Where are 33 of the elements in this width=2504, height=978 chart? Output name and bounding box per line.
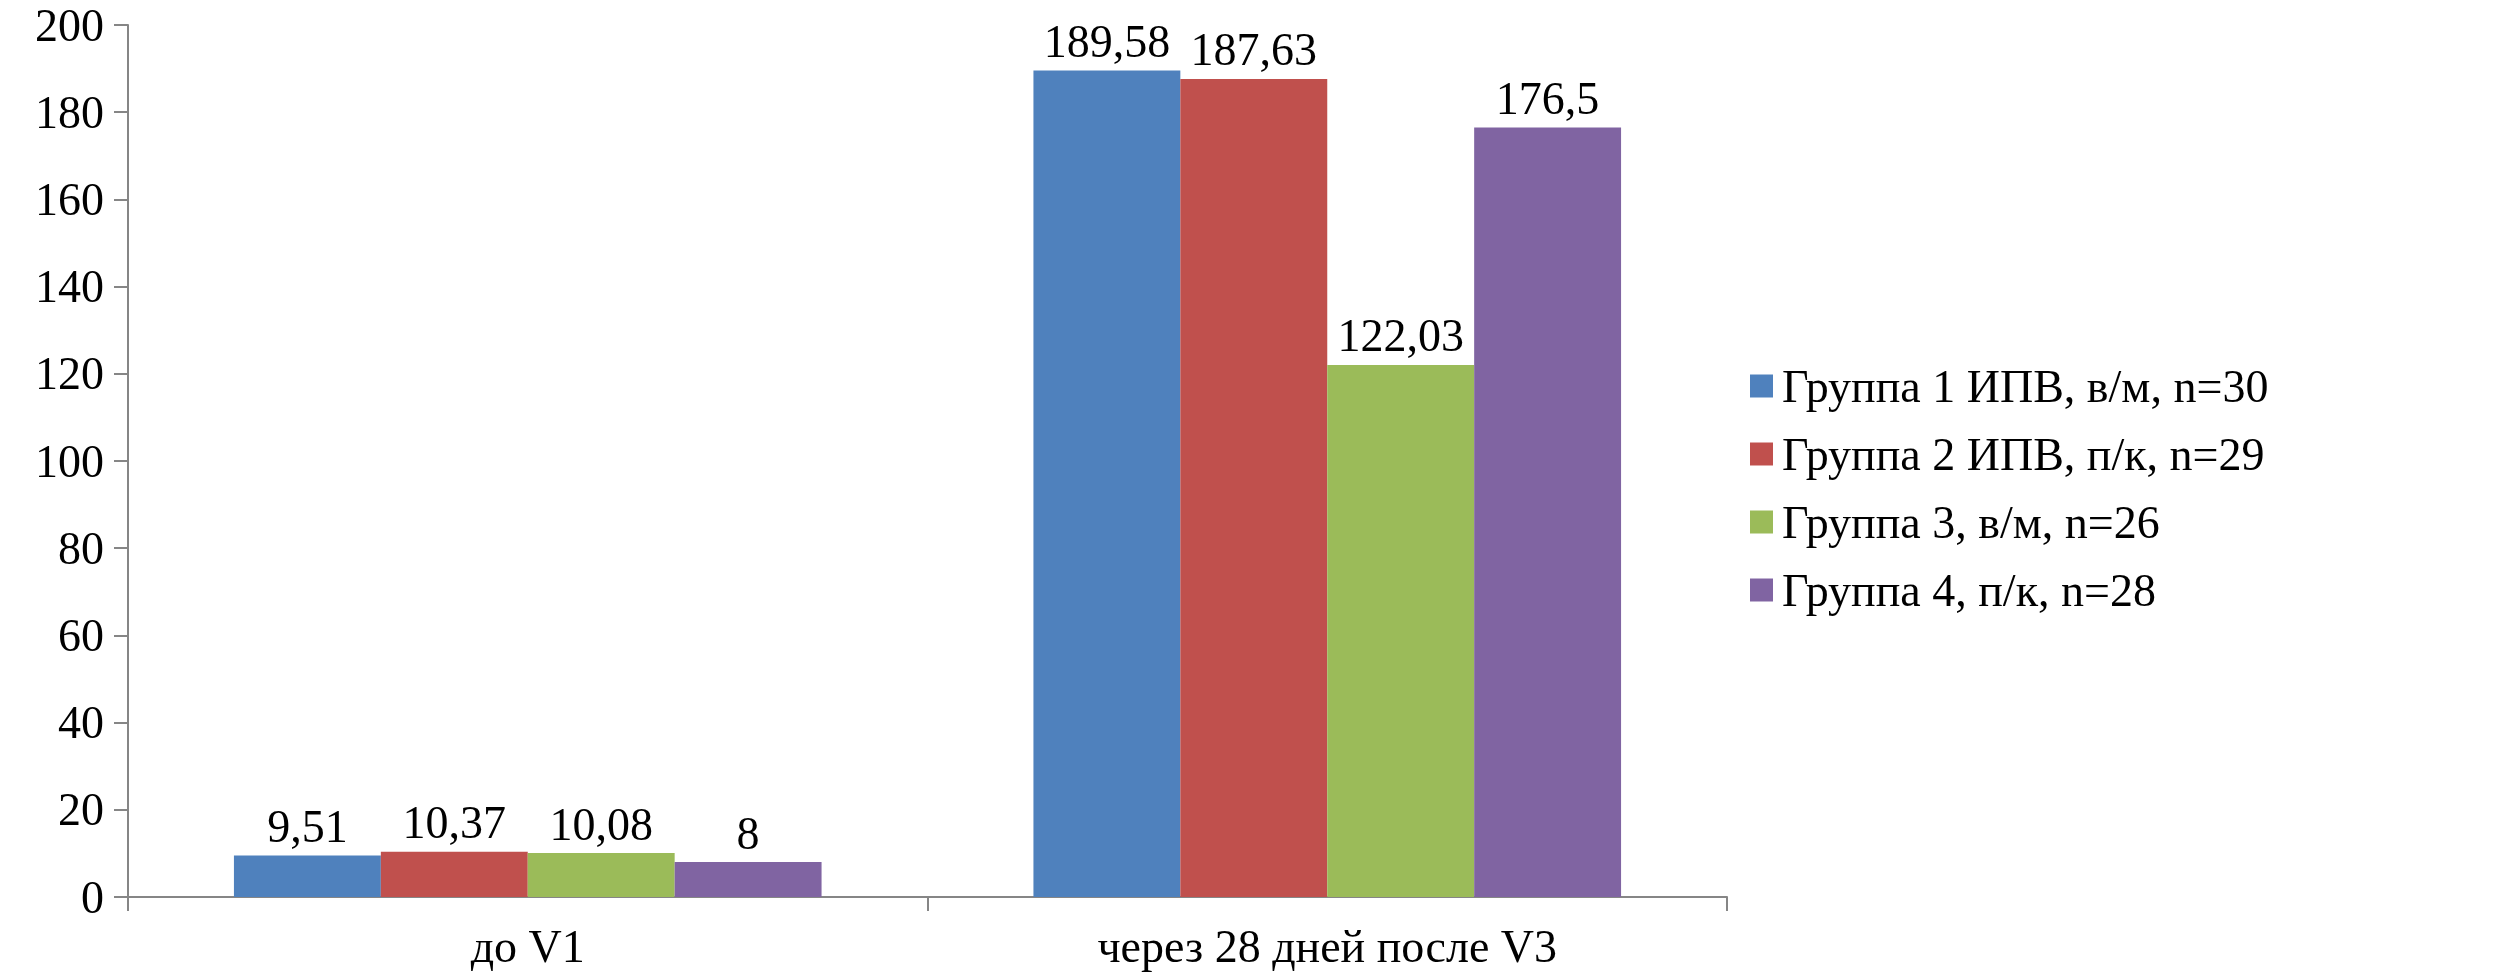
x-tick-label: через 28 дней после V3 <box>1097 920 1558 972</box>
y-tick-label: 80 <box>58 522 104 574</box>
data-label: 187,63 <box>1190 24 1318 76</box>
legend-label: Группа 1 ИПВ, в/м, n=30 <box>1782 360 2269 412</box>
bar <box>233 855 381 897</box>
data-label: 122,03 <box>1337 310 1464 362</box>
legend-label: Группа 3, в/м, n=26 <box>1782 496 2160 548</box>
data-label: 10,37 <box>402 797 507 849</box>
bar <box>1033 70 1181 897</box>
data-label: 8 <box>736 807 760 859</box>
y-tick-label: 120 <box>35 348 104 400</box>
y-tick-label: 200 <box>35 0 104 51</box>
data-label: 189,58 <box>1043 15 1171 67</box>
bar <box>674 862 822 897</box>
bar <box>1327 364 1475 897</box>
y-tick-label: 0 <box>81 871 104 923</box>
data-label: 9,51 <box>267 801 348 853</box>
bar <box>380 851 528 897</box>
y-tick-label: 180 <box>35 86 104 138</box>
data-label: 10,08 <box>549 798 653 850</box>
bar <box>1474 127 1622 897</box>
y-tick-label: 160 <box>35 173 104 225</box>
y-tick-label: 20 <box>58 784 104 836</box>
bar <box>527 853 675 897</box>
bar <box>1180 78 1328 897</box>
data-label: 176,5 <box>1495 72 1600 124</box>
legend-label: Группа 2 ИПВ, п/к, n=29 <box>1782 428 2265 480</box>
y-tick-label: 100 <box>35 435 104 487</box>
y-tick-label: 60 <box>58 609 104 661</box>
y-tick-label: 40 <box>58 697 104 749</box>
x-tick-label: до V1 <box>470 920 585 972</box>
legend-label: Группа 4, п/к, n=28 <box>1782 564 2156 616</box>
y-tick-label: 140 <box>35 261 104 313</box>
